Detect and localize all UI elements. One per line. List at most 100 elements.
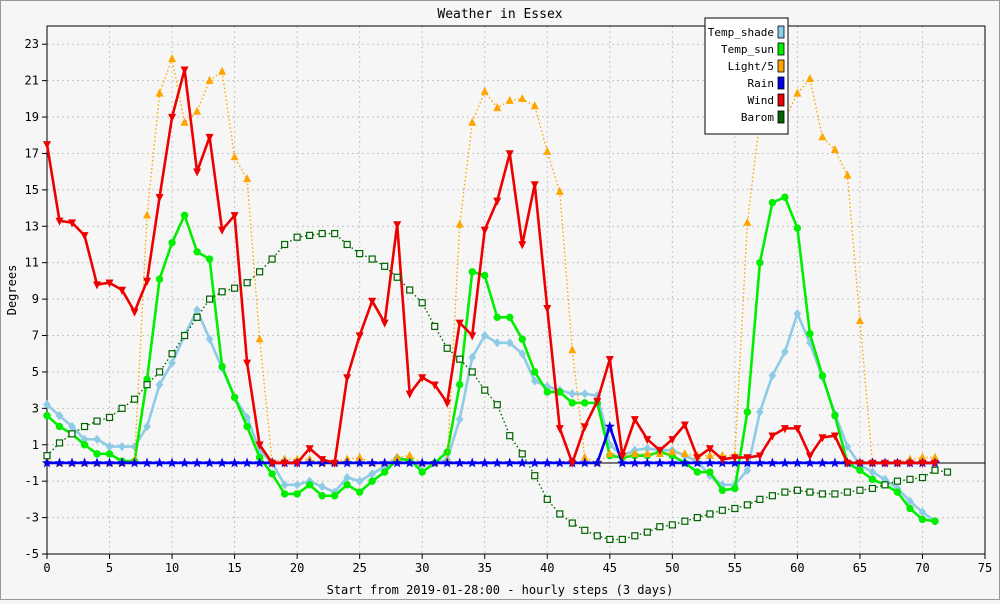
legend: Temp_shade Temp_sun Light/5 Rain Wind Barom [704, 17, 789, 135]
x-tick-label: 75 [978, 561, 992, 575]
data-point [80, 232, 89, 241]
data-point [706, 468, 714, 476]
x-tick-label: 55 [728, 561, 742, 575]
legend-box [704, 17, 789, 135]
data-point [468, 268, 476, 276]
data-point [754, 457, 766, 468]
data-point [467, 457, 478, 468]
y-tick-label: 21 [25, 74, 39, 88]
legend-entry-label: Rain [748, 77, 775, 90]
x-tick-label: 5 [106, 561, 113, 575]
data-point [729, 457, 741, 468]
data-point [906, 504, 914, 513]
data-point [518, 241, 527, 250]
data-point [518, 450, 526, 458]
data-point [742, 457, 753, 468]
data-point [393, 221, 402, 230]
data-point [218, 362, 226, 371]
data-point [130, 308, 139, 317]
data-point [643, 449, 652, 458]
data-point [843, 459, 852, 468]
y-tick-label: 3 [32, 401, 39, 415]
data-point [781, 488, 789, 496]
data-point [68, 219, 77, 228]
data-point [743, 217, 752, 226]
legend-swatch [777, 110, 785, 124]
data-point [355, 332, 364, 341]
data-point [356, 249, 364, 258]
data-point [818, 132, 827, 141]
data-point [368, 255, 376, 263]
data-point [429, 457, 440, 468]
data-point [155, 380, 164, 390]
data-point [368, 297, 377, 306]
data-point [805, 452, 814, 461]
legend-swatch [777, 25, 785, 39]
data-point [530, 376, 539, 386]
data-point [818, 434, 827, 443]
data-point [668, 436, 677, 445]
data-point [743, 454, 752, 463]
data-point [193, 248, 201, 256]
data-point [380, 319, 389, 328]
data-point [781, 193, 789, 201]
data-point [581, 399, 589, 407]
data-point [530, 181, 539, 190]
legend-swatch [777, 93, 785, 107]
data-point [718, 486, 727, 494]
legend-entry-label: Barom [741, 111, 774, 124]
data-point [343, 240, 351, 249]
data-point [493, 401, 501, 409]
data-point [180, 211, 189, 220]
data-point [579, 457, 590, 468]
data-point [268, 459, 277, 468]
data-point [293, 490, 301, 498]
data-point [580, 423, 589, 432]
data-point [42, 141, 52, 150]
data-point [455, 219, 464, 228]
data-point [893, 477, 902, 485]
data-point [493, 103, 502, 112]
data-point [568, 345, 577, 354]
data-point [55, 411, 64, 421]
data-point [630, 449, 639, 458]
data-point [492, 457, 503, 468]
data-point [404, 457, 415, 468]
data-point [531, 472, 539, 480]
data-point [855, 459, 864, 468]
data-point [268, 255, 276, 263]
data-point [243, 174, 252, 183]
data-point [230, 393, 239, 402]
data-point [305, 445, 314, 454]
data-point [693, 454, 702, 463]
data-point [779, 457, 791, 468]
data-point [568, 459, 577, 468]
data-point [843, 170, 852, 179]
data-point [806, 329, 814, 338]
data-point [505, 338, 514, 348]
y-tick-label: 23 [25, 37, 39, 51]
data-point [343, 481, 351, 489]
data-point [743, 408, 752, 416]
x-tick-label: 40 [540, 561, 554, 575]
data-point [318, 482, 327, 492]
y-tick-label: 19 [25, 110, 39, 124]
data-point [342, 457, 353, 468]
data-point [480, 226, 489, 235]
y-tick-label: 15 [25, 183, 39, 197]
data-point [793, 224, 802, 232]
data-point [281, 240, 289, 249]
data-point [91, 457, 103, 468]
data-point [468, 368, 476, 376]
data-point [293, 233, 301, 241]
data-point [680, 449, 689, 458]
data-point [493, 313, 501, 322]
data-point [118, 442, 126, 452]
y-axis-label: Degrees [5, 265, 19, 316]
legend-swatch [777, 42, 785, 56]
data-point [143, 381, 151, 389]
data-point [454, 457, 465, 468]
data-point [231, 284, 239, 292]
x-axis-label: Start from 2019-01-28:00 - hourly steps … [327, 583, 674, 597]
data-point [155, 193, 164, 202]
